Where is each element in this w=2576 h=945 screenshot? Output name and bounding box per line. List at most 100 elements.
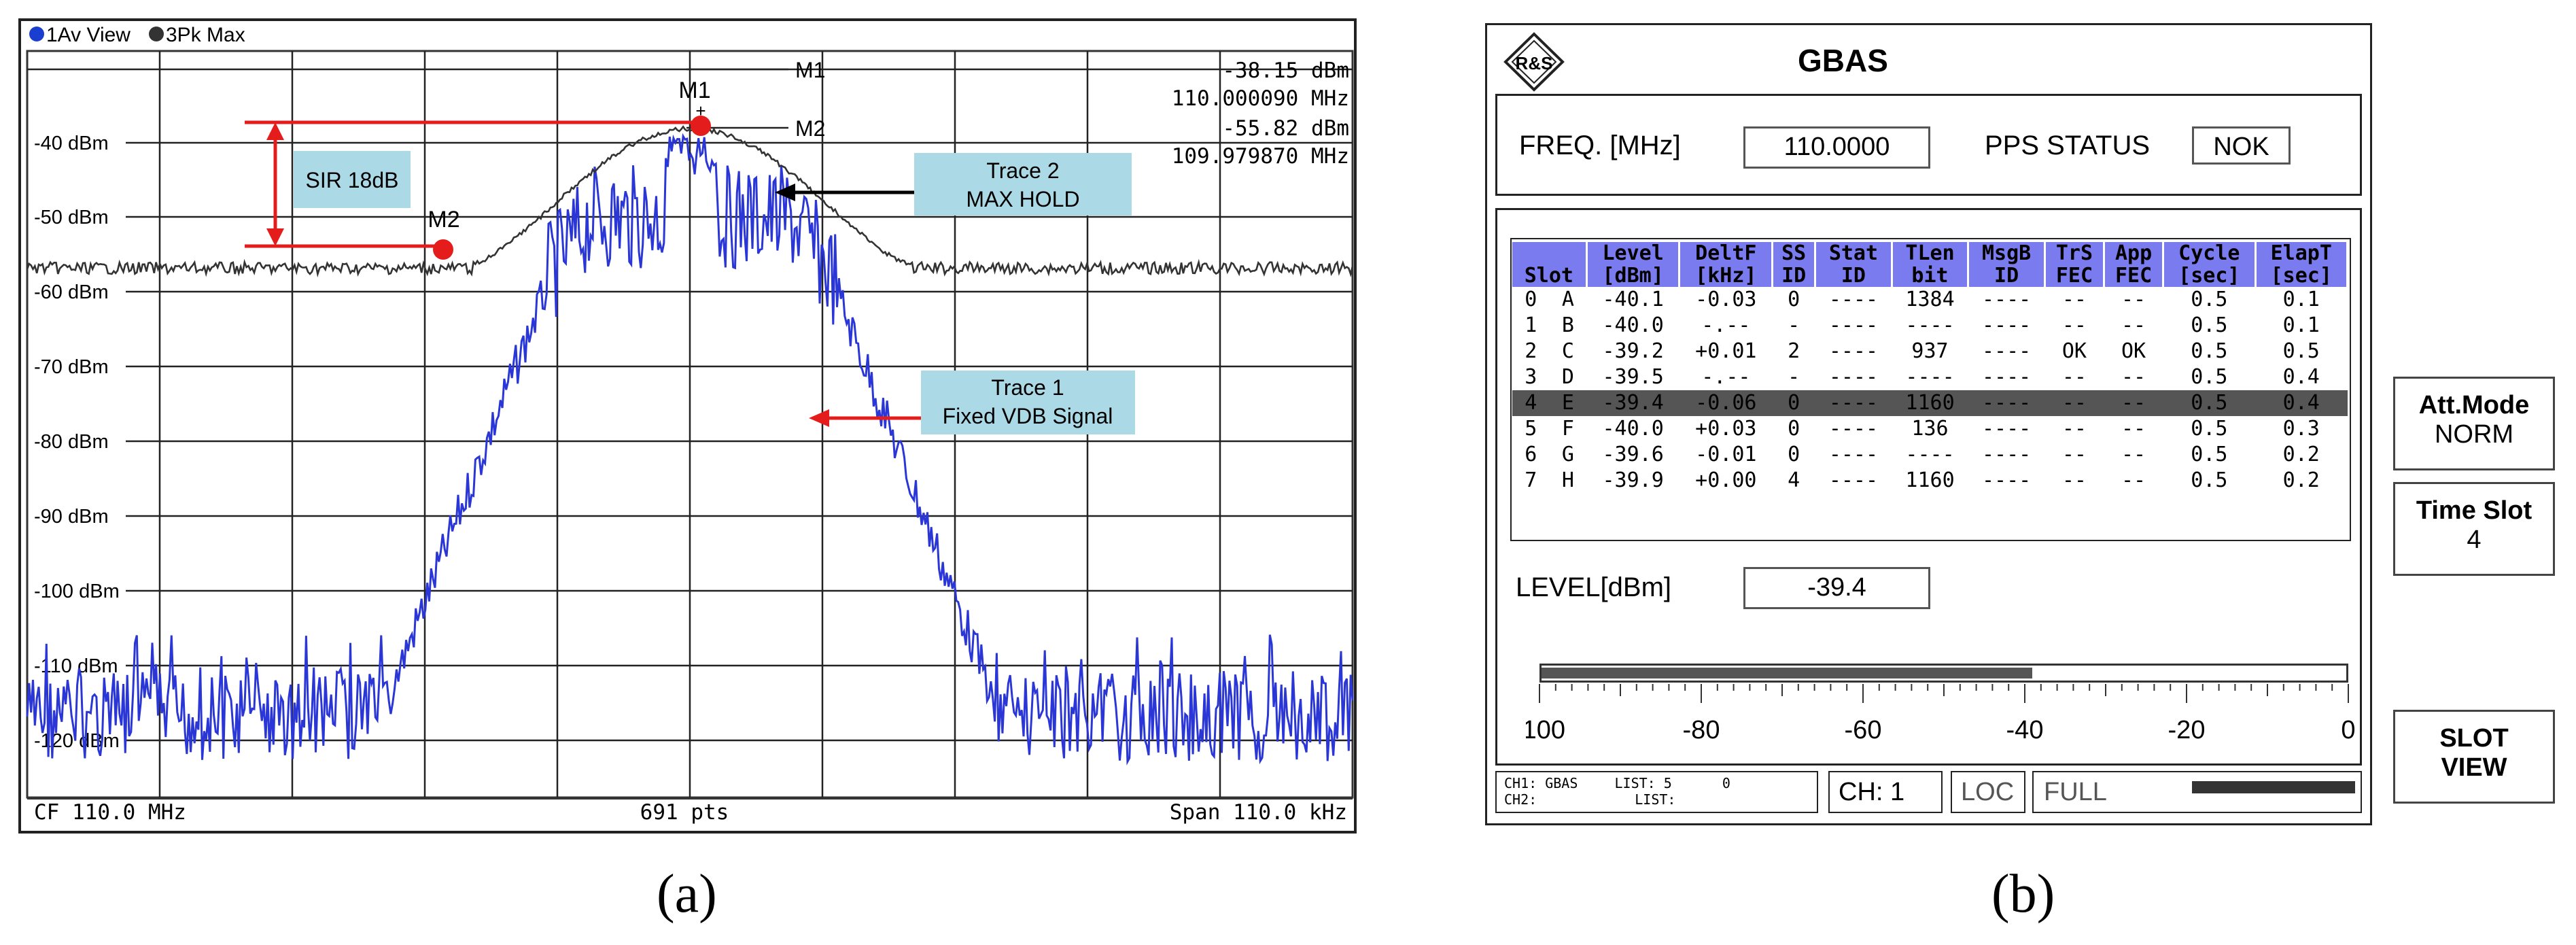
column-header-unit: [kHz] xyxy=(1679,264,1774,287)
table-cell: 0 xyxy=(1788,417,1800,441)
status-full: FULL xyxy=(2044,778,2107,806)
freq-field[interactable]: 110.0000 xyxy=(1743,126,1930,169)
svg-text:+: + xyxy=(695,101,706,121)
footer-center-freq: CF 110.0 MHz xyxy=(34,800,186,825)
scale-label: -20 xyxy=(2168,716,2206,744)
table-cell: -39.4 xyxy=(1586,390,1679,416)
table-cell: 0.5 xyxy=(2163,390,2255,416)
column-header-unit: FEC xyxy=(2044,264,2106,287)
table-cell: B xyxy=(1561,313,1574,337)
table-cell: 0.4 xyxy=(2282,365,2320,389)
table-row[interactable]: 6 G -39.6 -0.01 0 ---- ---- ---- -- -- 0.5 0.2 xyxy=(1512,442,2348,468)
table-cell: 0.5 xyxy=(2191,365,2228,389)
column-header-unit: bit xyxy=(1892,264,1970,287)
column-header: SS xyxy=(1772,242,1817,264)
column-header-unit: ID xyxy=(1968,264,2046,287)
table-cell: E xyxy=(1549,390,1587,416)
table-cell: C xyxy=(1561,339,1574,363)
table-cell: ---- xyxy=(1828,339,1879,363)
column-header: TLen xyxy=(1892,242,1970,264)
table-cell: -- xyxy=(2061,288,2087,311)
table-cell: 6 xyxy=(1525,443,1537,466)
table-cell: -0.01 xyxy=(1695,443,1757,466)
table-cell: -39.9 xyxy=(1602,468,1664,492)
table-cell: ---- xyxy=(1981,365,2032,389)
table-cell: 5 xyxy=(1525,417,1537,441)
table-cell: 0.4 xyxy=(2255,390,2348,416)
trace1-box-line2: Fixed VDB Signal xyxy=(943,404,1113,428)
table-cell: ---- xyxy=(1981,417,2032,441)
column-header-unit: ID xyxy=(1772,264,1817,287)
column-header: DeltF xyxy=(1679,242,1774,264)
marker-m2-freq: 109.979870 MHz xyxy=(1172,144,1349,169)
table-cell: 2 xyxy=(1525,339,1537,363)
column-header-unit: [sec] xyxy=(2255,264,2348,287)
spectrum-analyzer-panel: 1Av View 3Pk Max -40 dBm -50 dBm -60 dBm -7… xyxy=(18,18,1357,834)
time-slot-button[interactable]: Time Slot 4 xyxy=(2393,482,2555,576)
table-cell: -39.6 xyxy=(1602,443,1664,466)
scale-label: -100 xyxy=(1526,716,1565,744)
column-header-unit: Slot xyxy=(1512,264,1588,287)
column-header: App xyxy=(2104,242,2165,264)
status-ch1-value: GBAS xyxy=(1545,775,1578,791)
y-axis-label: -110 dBm xyxy=(34,655,118,677)
table-cell: -- xyxy=(2121,313,2146,337)
column-header-unit: FEC xyxy=(2104,264,2165,287)
table-cell: 0.5 xyxy=(2191,313,2228,337)
table-row[interactable]: 1 B -40.0 -.-- - ---- ---- ---- -- -- 0.5 0.1 xyxy=(1512,313,2348,339)
marker-m2-dot-label: M2 xyxy=(428,207,459,233)
table-cell: ---- xyxy=(1815,390,1892,416)
table-cell: 136 xyxy=(1911,417,1949,441)
y-axis-label: -40 dBm xyxy=(34,133,109,154)
table-row[interactable]: 3 D -39.5 -.-- - ---- ---- ---- -- -- 0.5 0.4 xyxy=(1512,364,2348,390)
table-cell: 937 xyxy=(1911,339,1949,363)
y-axis-label: -100 dBm xyxy=(34,581,120,602)
table-row[interactable]: 2 C -39.2 +0.01 2 ---- 937 ---- OK OK 0.5 0.5 xyxy=(1512,339,2348,364)
table-row[interactable]: 4 E -39.4 -0.06 0 ---- 1160 ---- -- -- 0.5 0.4 xyxy=(1512,390,2348,416)
level-label: LEVEL[dBm] xyxy=(1516,572,1672,602)
table-cell: -- xyxy=(2061,468,2087,492)
table-cell: -- xyxy=(2061,313,2087,337)
trace2-max-hold xyxy=(26,125,1354,278)
table-row[interactable]: 0 A -40.1 -0.03 0 ---- 1384 ---- -- -- 0.5 0.1 xyxy=(1512,287,2348,313)
table-cell: +0.03 xyxy=(1695,417,1757,441)
table-cell: 0.5 xyxy=(2191,339,2228,363)
table-cell: 2 xyxy=(1788,339,1800,363)
table-cell: OK xyxy=(2121,339,2146,363)
y-axis-label: -60 dBm xyxy=(34,281,109,303)
status-ch1: CH1: xyxy=(1504,775,1537,791)
trace1-box-line1: Trace 1 xyxy=(991,375,1064,400)
table-cell: 0.1 xyxy=(2282,313,2320,337)
table-cell: 4 xyxy=(1788,468,1800,492)
column-header: Level xyxy=(1586,242,1681,264)
marker-m1-dot xyxy=(691,116,711,136)
footer-points: 691 pts xyxy=(640,800,729,825)
table-cell: 0 xyxy=(1525,288,1537,311)
table-cell: -40.1 xyxy=(1602,288,1664,311)
trace1-fixed-vdb-signal xyxy=(26,133,1354,766)
table-cell: - xyxy=(1788,313,1800,337)
marker-m2-level: -55.82 dBm xyxy=(1222,116,1349,141)
table-cell: ---- xyxy=(1968,390,2045,416)
table-cell: -0.03 xyxy=(1695,288,1757,311)
slot-table: Level DeltF SS Stat TLen MsgB TrS App Cycle ElapT… xyxy=(1512,242,2348,494)
table-cell: ---- xyxy=(1828,443,1879,466)
table-cell: ---- xyxy=(1981,443,2032,466)
att-mode-button[interactable]: Att.Mode NORM xyxy=(2393,377,2555,470)
trace1-box xyxy=(921,371,1135,434)
trace2-box xyxy=(914,153,1132,216)
table-cell: - xyxy=(1788,365,1800,389)
column-header: Cycle xyxy=(2163,242,2257,264)
y-axis-label: -120 dBm xyxy=(34,730,120,752)
sir-label: SIR 18dB xyxy=(306,168,399,192)
table-cell: 0.3 xyxy=(2282,417,2320,441)
table-row[interactable]: 7 H -39.9 +0.00 4 ---- 1160 ---- -- -- 0.5 0.2 xyxy=(1512,468,2348,494)
table-cell: ---- xyxy=(1981,468,2032,492)
table-cell: H xyxy=(1561,468,1574,492)
freq-label: FREQ. [MHz] xyxy=(1519,131,1681,160)
table-cell: 0 xyxy=(1772,390,1815,416)
table-cell: ---- xyxy=(1905,443,1955,466)
slot-view-button[interactable]: SLOT VIEW xyxy=(2393,710,2555,804)
y-axis-label: -50 dBm xyxy=(34,207,109,228)
table-row[interactable]: 5 F -40.0 +0.03 0 ---- 136 ---- -- -- 0.5 0.3 xyxy=(1512,416,2348,442)
